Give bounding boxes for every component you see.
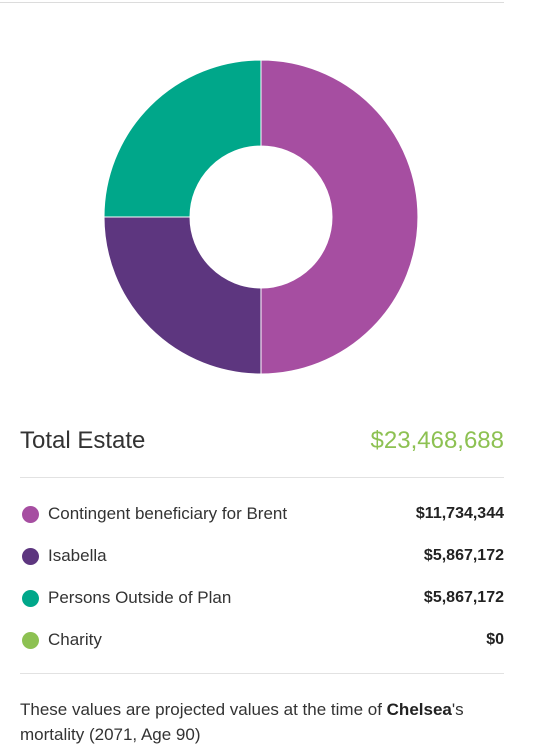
- total-estate-row: Total Estate $23,468,688: [20, 422, 504, 460]
- legend-dot-icon: [22, 547, 39, 565]
- top-divider: [0, 2, 504, 3]
- legend-dot-icon: [22, 631, 39, 649]
- footnote-prefix: These values are projected values at the…: [20, 700, 387, 719]
- legend-label: Isabella: [48, 546, 107, 565]
- legend-dot-icon: [22, 505, 39, 523]
- legend-label: Contingent beneficiary for Brent: [48, 504, 288, 523]
- legend-value: $0: [486, 631, 504, 648]
- legend-value: $5,867,172: [423, 589, 504, 606]
- footnote-name: Chelsea: [386, 700, 452, 719]
- footnote-suffix: 's mortality (2071, Age 90): [20, 700, 464, 744]
- estate-donut-chart: [103, 59, 419, 375]
- donut-chart-svg: [103, 59, 419, 375]
- legend-value: $5,867,172: [423, 547, 504, 564]
- legend-item-isabella: Isabella $5,867,172: [20, 535, 504, 577]
- legend-item-contingent-beneficiary: Contingent beneficiary for Brent $11,734…: [20, 493, 504, 535]
- beneficiary-legend: Contingent beneficiary for Brent $11,734…: [20, 493, 504, 661]
- total-estate-value: $23,468,688: [370, 427, 504, 454]
- divider: [20, 477, 504, 478]
- legend-value: $11,734,344: [415, 505, 504, 522]
- legend-label: Charity: [48, 630, 102, 649]
- legend-label: Persons Outside of Plan: [48, 588, 232, 607]
- donut-slice-2: [103, 216, 262, 375]
- legend-item-persons-outside-plan: Persons Outside of Plan $5,867,172: [20, 577, 504, 619]
- projection-footnote: These values are projected values at the…: [20, 697, 510, 747]
- legend-item-charity: Charity $0: [20, 619, 504, 661]
- donut-slice-3: [103, 59, 262, 218]
- divider: [20, 673, 504, 674]
- legend-dot-icon: [22, 589, 39, 607]
- donut-slice-1: [260, 59, 419, 375]
- total-estate-label: Total Estate: [20, 427, 146, 454]
